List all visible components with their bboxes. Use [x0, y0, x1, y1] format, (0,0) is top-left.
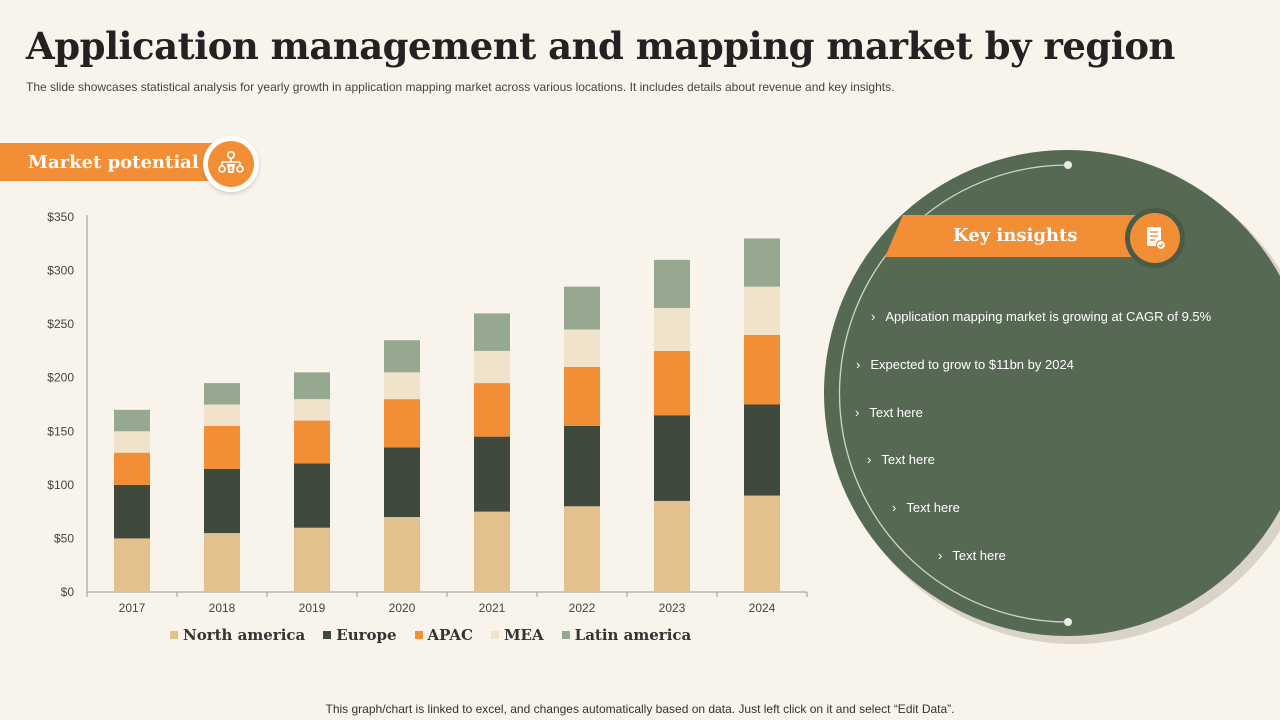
bar-segment	[474, 436, 510, 512]
bar-segment	[744, 286, 780, 335]
legend-label: MEA	[503, 626, 544, 644]
legend-label: North america	[183, 626, 306, 644]
bar-segment	[294, 372, 330, 400]
x-tick-label: 2022	[569, 601, 596, 615]
y-tick-label: $50	[54, 531, 74, 545]
insight-item: › Text here	[938, 548, 1006, 563]
legend-item: Latin america	[561, 626, 692, 644]
bar-segment	[204, 533, 240, 592]
insight-item: › Text here	[855, 405, 923, 420]
bar-segment	[114, 431, 150, 453]
document-checklist-icon	[1130, 213, 1180, 263]
insight-item: › Text here	[867, 452, 935, 467]
bar-segment	[114, 484, 150, 539]
bar-segment	[294, 527, 330, 592]
bar-segment	[564, 286, 600, 330]
bar-segment	[474, 511, 510, 592]
y-tick-label: $100	[47, 478, 74, 492]
market-potential-label: Market potential	[28, 152, 199, 173]
legend-swatch	[561, 631, 570, 639]
bar-segment	[744, 495, 780, 592]
bar-segment	[294, 399, 330, 421]
bar-segment	[744, 334, 780, 405]
key-insights-banner	[885, 215, 1147, 257]
bar-segment	[474, 383, 510, 437]
legend-label: Europe	[336, 626, 397, 644]
bar-segment	[564, 367, 600, 426]
bar-segment	[384, 372, 420, 400]
x-tick-label: 2020	[389, 601, 416, 615]
insight-item: › Expected to grow to $11bn by 2024	[856, 357, 1074, 372]
legend-swatch	[414, 631, 423, 639]
y-tick-label: $250	[47, 317, 74, 331]
bar-segment	[204, 425, 240, 469]
y-tick-label: $350	[47, 210, 74, 224]
legend-label: Latin america	[574, 626, 692, 644]
bar-segment	[654, 350, 690, 416]
bar-segment	[564, 329, 600, 367]
y-tick-label: $150	[47, 424, 74, 438]
page-title: Application management and mapping marke…	[26, 24, 1175, 68]
svg-text:$: $	[229, 166, 233, 173]
insight-item: › Text here	[892, 500, 960, 515]
x-tick-label: 2024	[749, 601, 776, 615]
bar-segment	[744, 238, 780, 287]
bar-segment	[654, 259, 690, 309]
bar-segment	[654, 415, 690, 501]
bar-segment	[474, 350, 510, 384]
decorative-arc	[838, 161, 1072, 626]
insight-item: › Application mapping market is growing a…	[871, 309, 1212, 324]
bar-segment	[204, 383, 240, 405]
bar-segment	[294, 463, 330, 528]
legend-item: MEA	[490, 626, 544, 644]
hierarchy-dollar-icon: $	[208, 141, 254, 187]
footer-note: This graph/chart is linked to excel, and…	[325, 702, 955, 716]
bar-segment	[204, 404, 240, 426]
bar-segment	[204, 468, 240, 534]
legend-swatch	[323, 631, 332, 639]
x-tick-label: 2017	[119, 601, 146, 615]
bar-segment	[744, 404, 780, 496]
x-tick-label: 2021	[479, 601, 506, 615]
bar-segment	[384, 517, 420, 592]
bar-segment	[654, 500, 690, 592]
y-tick-label: $0	[61, 585, 75, 599]
bar-segment	[294, 420, 330, 464]
y-tick-label: $300	[47, 264, 74, 278]
bar-segment	[564, 506, 600, 592]
page-subtitle: The slide showcases statistical analysis…	[26, 80, 895, 94]
legend-swatch	[490, 631, 499, 639]
bar-segment	[474, 313, 510, 351]
stacked-bar-chart: $0 $50 $100 $150 $200 $250 $300 $350 2017 2018 201…	[47, 210, 808, 615]
legend-label: APAC	[427, 626, 473, 644]
legend-swatch	[170, 631, 178, 639]
x-tick-label: 2019	[299, 601, 326, 615]
bar-segment	[114, 452, 150, 485]
bar-segment	[384, 340, 420, 373]
market-potential-banner	[0, 143, 222, 181]
y-tick-label: $200	[47, 371, 74, 385]
legend-item: Europe	[323, 626, 397, 644]
bar-segment	[114, 538, 150, 592]
legend-item: North america	[170, 626, 305, 644]
bar-segment	[114, 409, 150, 432]
bar-segment	[564, 425, 600, 507]
bar-segment	[384, 447, 420, 517]
key-insights-title: Key insights	[953, 225, 1078, 246]
bar-segment	[384, 399, 420, 448]
chart-legend: North america Europe APAC MEA Latin america	[170, 626, 691, 644]
x-tick-label: 2018	[209, 601, 236, 615]
bar-segment	[654, 308, 690, 351]
legend-item: APAC	[414, 626, 473, 644]
x-tick-label: 2023	[659, 601, 686, 615]
